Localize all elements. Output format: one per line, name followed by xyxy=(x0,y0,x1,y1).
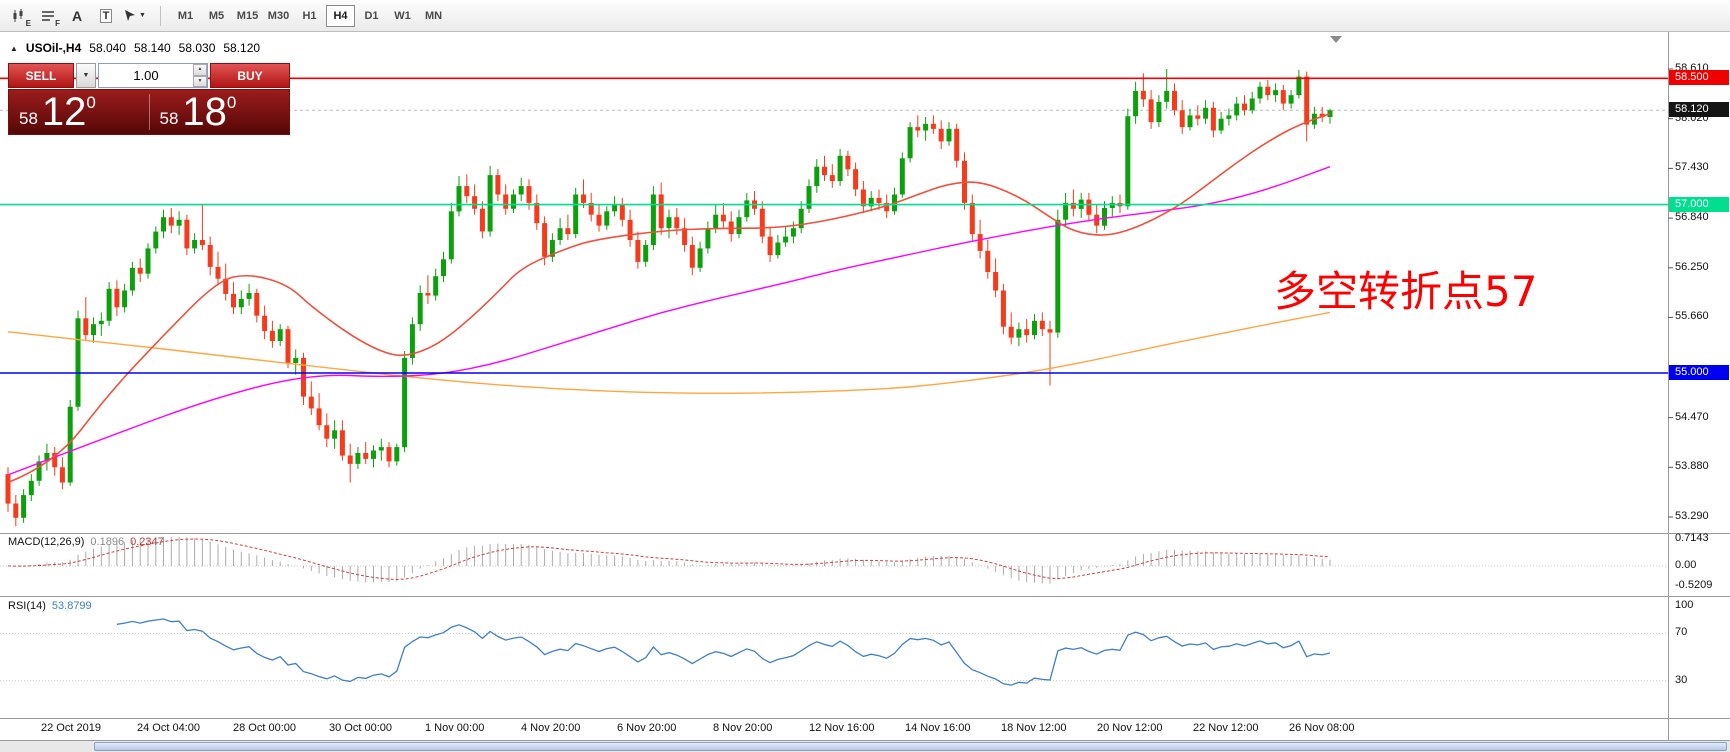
current-price-badge: 58.120 xyxy=(1669,102,1729,118)
price-level-badge[interactable]: 55.000 xyxy=(1669,365,1729,381)
time-axis-label: 28 Oct 00:00 xyxy=(233,722,296,734)
low-value: 58.030 xyxy=(178,41,216,55)
buy-price-superscript: 0 xyxy=(226,93,237,112)
price-axis-label: 53.880 xyxy=(1675,460,1709,473)
price-divider xyxy=(148,94,150,130)
indicators-list-icon[interactable]: F xyxy=(35,4,61,28)
sell-button[interactable]: SELL xyxy=(8,63,74,88)
sell-price-superscript: 0 xyxy=(86,93,96,112)
order-controls-row: SELL ▼ ▲ ▼ BUY xyxy=(8,63,290,88)
rsi-axis-label: 100 xyxy=(1675,599,1694,611)
macd-axis-label: 0.00 xyxy=(1675,559,1697,571)
chevron-down-icon: ▼ xyxy=(82,72,90,79)
volume-input[interactable] xyxy=(99,64,207,87)
price-level-badge[interactable]: 57.000 xyxy=(1669,196,1729,212)
timeframe-button-D1[interactable]: D1 xyxy=(357,5,386,27)
horizontal-scrollbar[interactable] xyxy=(0,740,1730,752)
price-axis-label: 56.250 xyxy=(1675,260,1709,273)
candles-template-icon[interactable]: E xyxy=(6,4,32,28)
macd-axis-label: 0.7143 xyxy=(1675,531,1709,544)
time-axis-label: 1 Nov 00:00 xyxy=(425,722,485,734)
buy-price-prefix: 58 xyxy=(159,109,179,128)
sell-price-display[interactable]: 58 12 0 xyxy=(9,90,149,134)
chart-header: ▲ USOil-,H4 58.040 58.140 58.030 58.120 xyxy=(10,41,260,55)
macd-axis-label: -0.5209 xyxy=(1675,578,1713,591)
rsi-axis-label: 30 xyxy=(1675,673,1688,686)
buy-price-big-digits: 18 xyxy=(182,90,227,134)
timeframe-button-M30[interactable]: M30 xyxy=(264,5,293,27)
order-options-dropdown[interactable]: ▼ xyxy=(76,63,96,88)
time-axis-label: 20 Nov 12:00 xyxy=(1097,722,1163,734)
price-axis-label: 57.430 xyxy=(1675,161,1709,174)
timeframe-button-H1[interactable]: H1 xyxy=(295,5,324,27)
time-axis-label: 24 Oct 04:00 xyxy=(137,722,200,734)
time-axis-label: 12 Nov 16:00 xyxy=(809,722,875,734)
price-axis-label: 53.290 xyxy=(1675,510,1709,522)
timeframe-button-group: M1 M5 M15 M30 H1 H4 D1 W1 MN xyxy=(170,4,449,27)
cursor-tool-icon[interactable]: ▼ xyxy=(122,4,148,28)
rsi-indicator-label: RSI(14) 53.8799 xyxy=(8,600,92,612)
sell-price-prefix: 58 xyxy=(19,109,38,128)
one-click-collapse-arrow[interactable]: ▲ xyxy=(10,43,18,53)
macd-main-value: 0.1896 xyxy=(90,536,125,548)
sell-price-big-digits: 12 xyxy=(41,90,87,134)
time-axis-label: 22 Oct 2019 xyxy=(41,722,101,734)
timeframe-button-M15[interactable]: M15 xyxy=(233,5,262,27)
macd-params: MACD(12,26,9) xyxy=(8,536,85,548)
time-axis-label: 26 Nov 08:00 xyxy=(1289,722,1355,734)
rsi-params: RSI(14) xyxy=(8,600,46,612)
one-click-trading-panel: SELL ▼ ▲ ▼ BUY 58 12 0 58 18 xyxy=(8,63,290,135)
rsi-axis-label: 70 xyxy=(1675,626,1688,639)
font-tool-icon[interactable]: A xyxy=(64,4,90,28)
close-value: 58.120 xyxy=(223,41,261,55)
chart-shift-marker-icon[interactable] xyxy=(1330,36,1342,43)
price-level-badge[interactable]: 58.500 xyxy=(1669,70,1729,86)
timeframe-button-M1[interactable]: M1 xyxy=(171,5,200,27)
rsi-value: 53.8799 xyxy=(51,600,92,612)
time-axis-label: 18 Nov 12:00 xyxy=(1001,722,1067,734)
timeframe-button-M5[interactable]: M5 xyxy=(202,5,231,27)
lines-glyph xyxy=(42,10,54,21)
symbol-timeframe-label: USOil-,H4 xyxy=(25,41,82,55)
timeframe-button-MN[interactable]: MN xyxy=(419,5,448,27)
open-value: 58.040 xyxy=(89,41,126,55)
scrollbar-thumb[interactable] xyxy=(94,742,1727,751)
chevron-down-icon: ▼ xyxy=(139,12,146,19)
time-axis-label: 22 Nov 12:00 xyxy=(1193,722,1259,734)
time-axis-label: 14 Nov 16:00 xyxy=(905,722,971,734)
letter-t-glyph: T xyxy=(99,8,113,23)
time-axis-label: 4 Nov 20:00 xyxy=(521,722,581,734)
icon-sub-label: F xyxy=(55,18,60,28)
buy-button[interactable]: BUY xyxy=(210,63,290,88)
price-axis-label: 54.470 xyxy=(1675,410,1709,423)
high-value: 58.140 xyxy=(133,41,171,55)
candles-glyph xyxy=(13,8,22,22)
buy-price-display[interactable]: 58 18 0 xyxy=(150,90,290,134)
volume-increase-button[interactable]: ▲ xyxy=(193,64,207,76)
bid-ask-display: 58 12 0 58 18 0 xyxy=(8,89,290,135)
volume-field: ▲ ▼ xyxy=(98,63,208,88)
price-axis-label: 56.840 xyxy=(1675,211,1709,224)
toolbar: E F A T ▼ M1 M5 M15 M30 H1 H4 D1 W1 MN xyxy=(0,0,1730,32)
icon-sub-label: E xyxy=(25,18,31,28)
volume-decrease-button[interactable]: ▼ xyxy=(193,75,207,87)
macd-indicator-label: MACD(12,26,9) 0.1896 0.2347 xyxy=(8,536,164,548)
timeframe-button-W1[interactable]: W1 xyxy=(388,5,417,27)
toolbar-separator xyxy=(160,5,161,26)
macd-signal-value: 0.2347 xyxy=(130,536,164,548)
time-axis-label: 30 Oct 00:00 xyxy=(329,722,392,734)
time-axis-label: 6 Nov 20:00 xyxy=(617,722,677,734)
text-label-icon[interactable]: T xyxy=(93,4,119,28)
price-axis-label: 55.660 xyxy=(1675,310,1709,323)
volume-stepper: ▲ ▼ xyxy=(193,64,207,87)
letter-a-glyph: A xyxy=(71,7,83,24)
timeframe-button-H4[interactable]: H4 xyxy=(326,4,355,27)
time-axis-label: 8 Nov 20:00 xyxy=(713,722,773,734)
chart-annotation: 多空转折点57 xyxy=(1274,267,1538,316)
cursor-arrow-glyph xyxy=(125,10,136,21)
